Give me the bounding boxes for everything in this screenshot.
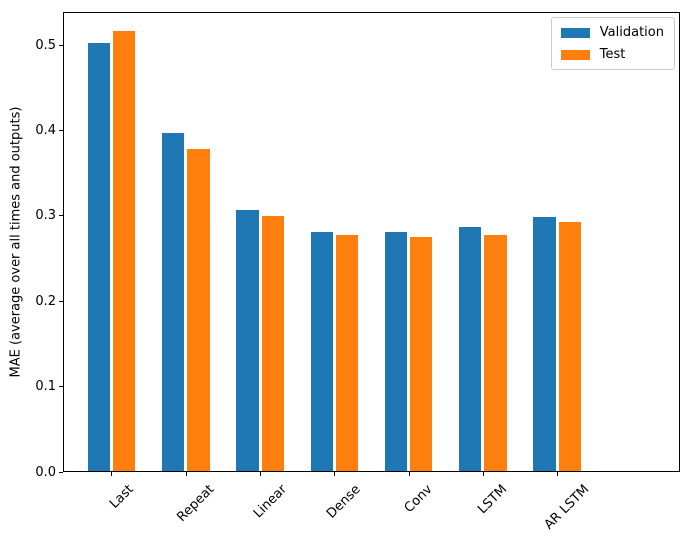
x-tick-mark — [185, 472, 187, 476]
y-tick-mark — [59, 471, 63, 473]
bar-validation-conv — [384, 232, 408, 471]
y-tick-label: 0.3 — [35, 208, 56, 224]
test-swatch-icon — [560, 49, 590, 60]
bar-test-lstm — [484, 234, 507, 471]
bar-validation-ar-lstm — [533, 216, 556, 471]
bar-validation-dense — [310, 232, 333, 471]
x-tick-label-repeat: Repeat — [173, 482, 217, 525]
bar-validation-lstm — [459, 226, 482, 471]
x-tick-mark — [557, 472, 559, 476]
bar-test-ar-lstm — [558, 221, 582, 471]
x-tick-mark — [334, 472, 336, 476]
x-tick-mark — [260, 472, 262, 476]
bar-test-linear — [261, 215, 284, 471]
y-tick-mark — [59, 44, 63, 46]
legend-entry-validation: Validation — [560, 25, 664, 40]
x-tick-mark — [408, 472, 410, 476]
y-tick-mark — [59, 215, 63, 217]
legend-label-validation: Validation — [599, 25, 664, 40]
bar-test-last — [112, 31, 136, 471]
legend-label-test: Test — [599, 47, 626, 62]
bar-validation-repeat — [161, 133, 185, 471]
bar-validation-linear — [236, 209, 259, 471]
bar-test-repeat — [187, 149, 210, 471]
y-tick-label: 0.0 — [35, 464, 56, 480]
y-tick-label: 0.5 — [35, 37, 56, 53]
validation-swatch-icon — [560, 27, 590, 38]
x-tick-label-lstm: LSTM — [475, 482, 511, 518]
x-tick-label-conv: Conv — [401, 482, 436, 516]
bar-validation-last — [87, 43, 110, 471]
y-tick-mark — [59, 386, 63, 388]
y-axis-label: MAE (average over all times and outputs) — [8, 106, 24, 378]
x-tick-label-dense: Dense — [324, 482, 365, 522]
y-tick-label: 0.2 — [35, 293, 56, 309]
x-tick-label-last: Last — [106, 482, 137, 512]
x-tick-label-linear: Linear — [250, 482, 290, 522]
bar-test-dense — [335, 235, 359, 471]
plot-area — [63, 12, 680, 472]
legend: Validation Test — [550, 17, 675, 70]
y-tick-mark — [59, 300, 63, 302]
legend-entry-test: Test — [560, 47, 664, 62]
x-tick-label-ar-lstm: AR LSTM — [541, 482, 593, 533]
y-tick-label: 0.1 — [35, 379, 56, 395]
y-tick-label: 0.4 — [35, 123, 56, 139]
x-tick-mark — [482, 472, 484, 476]
y-tick-mark — [59, 130, 63, 132]
x-tick-mark — [111, 472, 113, 476]
bar-test-conv — [410, 237, 433, 471]
